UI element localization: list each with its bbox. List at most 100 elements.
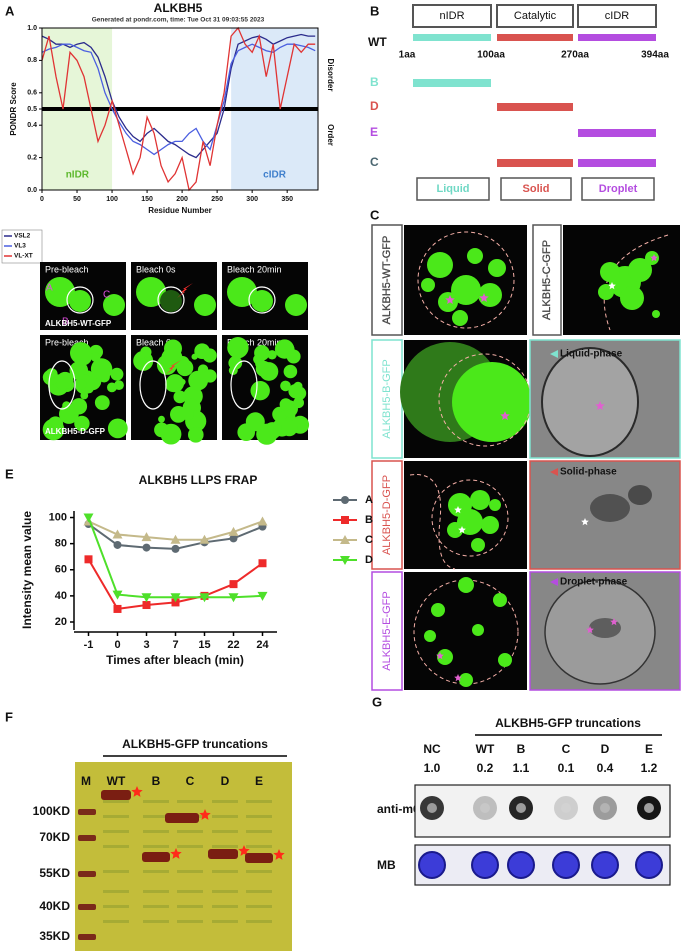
gfp-condensate xyxy=(161,347,183,369)
background-band xyxy=(103,845,129,848)
x-tick-label: 350 xyxy=(281,196,293,203)
background-band xyxy=(177,890,203,893)
m6a-dot xyxy=(593,796,617,820)
y-tick-label: 1.0 xyxy=(27,25,37,32)
protein-band xyxy=(142,852,170,862)
y-tick-label: 0.0 xyxy=(27,187,37,194)
gfp-condensate xyxy=(600,262,620,282)
spot-label: C xyxy=(103,290,110,301)
construct-label: ALKBH5-WT-GFP xyxy=(45,319,112,328)
gfp-condensate xyxy=(173,390,187,404)
background-band xyxy=(212,905,238,908)
background-band xyxy=(177,905,203,908)
y-tick-label: 40 xyxy=(55,590,67,602)
y-tick-label: 100 xyxy=(49,511,67,523)
cell-outline xyxy=(409,474,456,570)
dot-core xyxy=(516,803,526,813)
gfp-condensate xyxy=(76,379,87,390)
x-tick-label: -1 xyxy=(84,639,94,651)
gfp-condensate xyxy=(488,259,506,277)
data-point xyxy=(84,555,93,564)
bleach-roi xyxy=(230,360,258,410)
data-point xyxy=(258,559,267,568)
spot-label: B xyxy=(62,317,69,328)
lane-label: NC xyxy=(423,742,441,756)
star-marker xyxy=(273,849,285,860)
column-label: Pre-bleach xyxy=(45,264,89,274)
domain-name: cIDR xyxy=(605,10,630,22)
x-tick-label: 3 xyxy=(143,639,149,651)
x-tick-label: 0 xyxy=(114,639,120,651)
background-band xyxy=(212,870,238,873)
gfp-condensate xyxy=(457,509,483,535)
panel-letter: F xyxy=(5,709,13,724)
gfp-condensate xyxy=(652,310,660,318)
series-line xyxy=(41,26,316,192)
background-band xyxy=(212,830,238,833)
chart-subtitle: Generated at pondr.com, time: Tue Oct 31… xyxy=(92,17,265,24)
construct-bar xyxy=(413,79,491,87)
phase-pointer xyxy=(550,350,558,358)
background-band xyxy=(212,920,238,923)
phase-pointer xyxy=(550,578,558,586)
background-band xyxy=(246,905,272,908)
background-band xyxy=(143,905,169,908)
lane-label: B xyxy=(152,774,161,788)
lane-label: B xyxy=(517,742,526,756)
phase-label: Liquid xyxy=(437,183,470,195)
background-band xyxy=(103,905,129,908)
data-point xyxy=(112,590,123,600)
marker-band xyxy=(78,934,96,940)
gfp-condensate xyxy=(452,362,532,442)
cell-outline xyxy=(431,479,509,557)
y-tick-label: 60 xyxy=(55,564,67,576)
gfp-condensate xyxy=(50,423,61,434)
chart-title: ALKBH5 LLPS FRAP xyxy=(139,473,258,487)
gfp-condensate xyxy=(424,630,436,642)
organelle xyxy=(590,494,630,522)
phase-label: Droplet-phase xyxy=(560,577,628,588)
x-tick-label: 300 xyxy=(246,196,258,203)
gfp-condensate xyxy=(74,415,90,432)
marker-label: 40KD xyxy=(39,899,70,913)
gfp-condensate xyxy=(489,499,501,511)
gfp-condensate xyxy=(138,358,148,368)
gfp-condensate xyxy=(188,370,209,391)
star-marker xyxy=(170,848,182,859)
gfp-condensate xyxy=(421,278,435,292)
gfp-condensate xyxy=(447,522,463,538)
lane-label: E xyxy=(255,774,263,788)
phase-label: Droplet xyxy=(599,183,638,195)
column-label: Pre-bleach xyxy=(45,337,89,347)
gfp-condensate xyxy=(94,395,110,410)
bleach-arrow xyxy=(177,283,193,298)
data-point xyxy=(142,601,151,610)
x-tick-label: 250 xyxy=(211,196,223,203)
background-band xyxy=(143,830,169,833)
gfp-condensate xyxy=(245,412,265,432)
marker-band xyxy=(78,809,96,815)
star-marker xyxy=(445,295,455,304)
background-band xyxy=(103,815,129,818)
y-axis-label: Intensity mean value xyxy=(20,511,34,629)
gfp-condensate xyxy=(107,382,117,393)
gfp-condensate xyxy=(288,384,303,399)
gfp-condensate xyxy=(481,516,499,534)
protein-band xyxy=(208,849,238,859)
series-line xyxy=(41,33,316,159)
data-point xyxy=(170,534,181,544)
legend-label: D xyxy=(365,554,373,566)
marker-label: 100KD xyxy=(33,804,71,818)
marker-band xyxy=(78,871,96,877)
gfp-condensate xyxy=(176,359,194,377)
data-point xyxy=(228,593,239,603)
star-marker xyxy=(610,618,618,626)
marker-label: 55KD xyxy=(39,866,70,880)
dot-core xyxy=(480,803,490,813)
background-band xyxy=(103,890,129,893)
nucleus xyxy=(541,347,639,457)
membrane xyxy=(414,784,671,838)
background-band xyxy=(103,830,129,833)
column-label: Bleach 20min xyxy=(227,264,282,274)
